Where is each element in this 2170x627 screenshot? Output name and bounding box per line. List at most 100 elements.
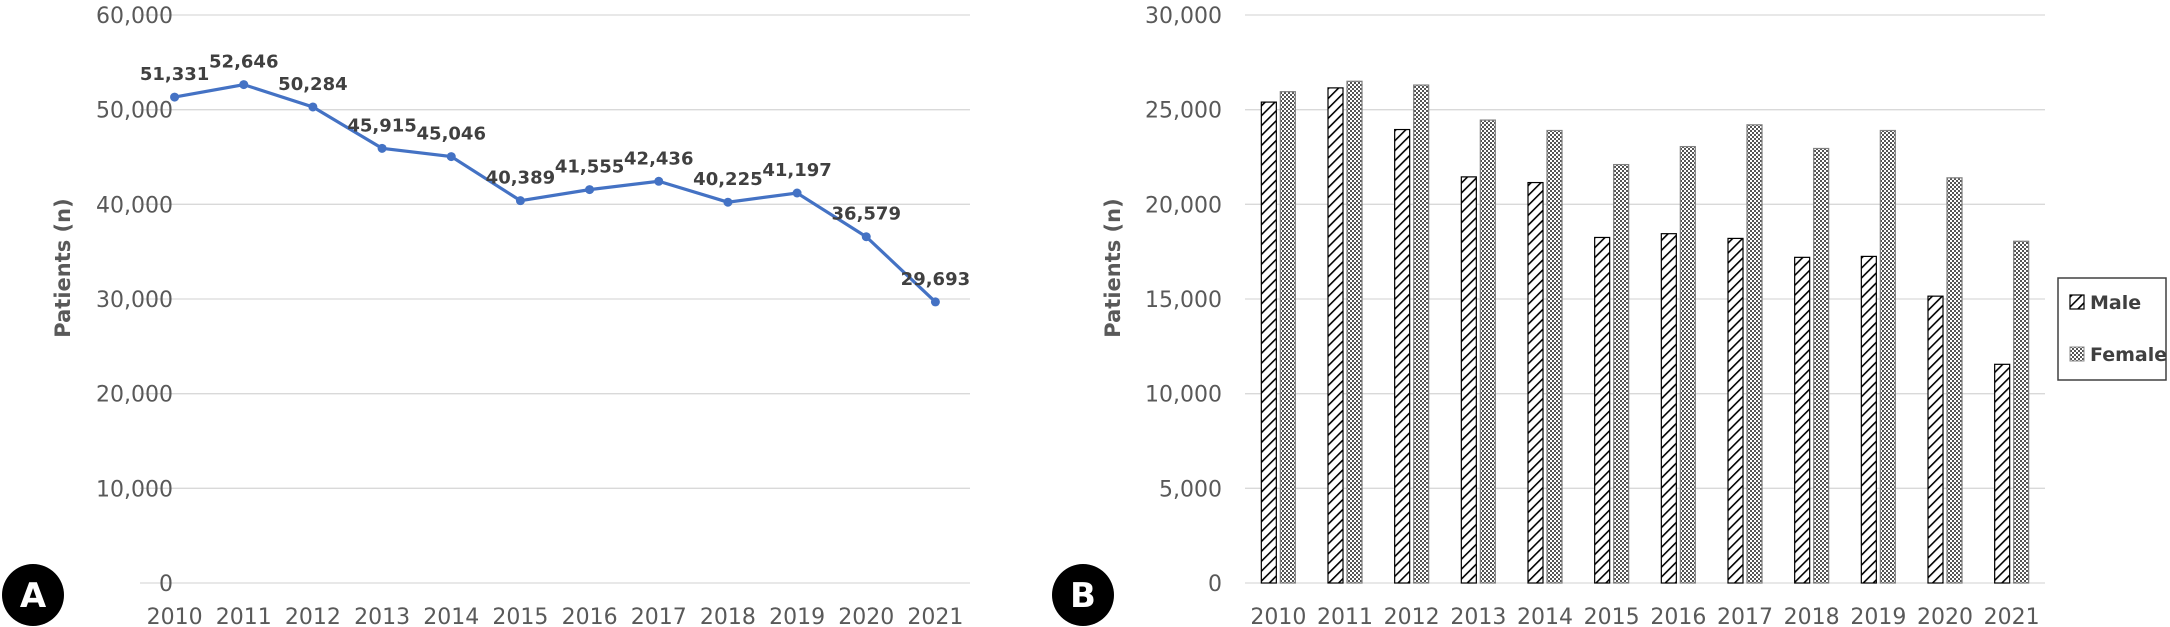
patients-line-series (174, 82, 937, 304)
legend-swatch-male (2069, 294, 2085, 310)
a-data-label: 41,555 (555, 157, 624, 178)
bar-female (1679, 145, 1696, 584)
legend-swatch-female (2069, 346, 2085, 362)
a-x-tick-label: 2014 (423, 605, 479, 627)
bar-female (1413, 84, 1430, 584)
bar-female (1479, 119, 1496, 584)
a-y-tick-labels: 0 10,000 20,000 30,000 40,000 50,000 60,000 (96, 4, 173, 597)
bar-female (1279, 91, 1296, 584)
bar-male (1994, 363, 2011, 584)
a-data-point (654, 176, 664, 186)
a-data-point (792, 188, 802, 198)
panel-letter-b: B (1070, 576, 1096, 616)
bar-female (1879, 129, 1896, 584)
a-data-points (170, 80, 940, 307)
a-y-tick-label: 60,000 (96, 4, 173, 29)
panel-badge-a: A (2, 564, 64, 626)
b-x-tick-label: 2019 (1850, 605, 1906, 627)
panel-letter-a: A (20, 576, 47, 616)
b-x-tick-label: 2011 (1317, 605, 1373, 627)
bar-male (1327, 87, 1344, 584)
bar-male (1727, 237, 1744, 584)
a-x-tick-label: 2021 (907, 605, 963, 627)
b-x-tick-label: 2020 (1917, 605, 1973, 627)
b-x-tick-labels: 2010 2011 2012 2013 2014 2015 2016 2017 2018 2019… (1250, 605, 2039, 627)
b-y-tick-label: 15,000 (1145, 288, 1222, 313)
a-y-tick-label: 40,000 (96, 193, 173, 218)
a-data-label: 40,389 (486, 168, 555, 189)
bar-male (1260, 101, 1277, 584)
a-data-point (239, 80, 249, 90)
b-x-tick-label: 2017 (1717, 605, 1773, 627)
a-y-tick-label: 0 (159, 572, 173, 597)
badge-circle-b (1052, 564, 1114, 626)
bar-male (1794, 256, 1811, 584)
a-x-tick-label: 2011 (216, 605, 272, 627)
bar-male (1394, 128, 1411, 584)
b-x-tick-label: 2021 (1984, 605, 2040, 627)
b-y-tick-label: 20,000 (1145, 193, 1222, 218)
a-x-tick-label: 2019 (769, 605, 825, 627)
bar-female (1546, 129, 1563, 584)
a-data-label: 45,046 (417, 124, 486, 145)
b-y-tick-label: 5,000 (1159, 477, 1222, 502)
bar-male (1594, 236, 1611, 584)
b-y-axis-title: Patients (n) (1101, 198, 1125, 337)
bar-male (1660, 233, 1677, 584)
b-y-tick-labels: 0 5,000 10,000 15,000 20,000 25,000 30,000 (1145, 4, 1222, 597)
a-x-tick-label: 2012 (285, 605, 341, 627)
b-y-tick-label: 25,000 (1145, 99, 1222, 124)
a-y-axis-title: Patients (n) (51, 198, 75, 337)
b-y-tick-label: 10,000 (1145, 383, 1222, 408)
bar-male (1927, 295, 1944, 584)
bar-male (1860, 255, 1877, 584)
bar-female (2013, 240, 2030, 584)
b-gridlines (1245, 14, 2045, 584)
a-x-tick-label: 2017 (631, 605, 687, 627)
a-y-tick-label: 50,000 (96, 99, 173, 124)
a-y-tick-label: 30,000 (96, 288, 173, 313)
a-x-tick-label: 2015 (492, 605, 548, 627)
line-chart-panel: 0 10,000 20,000 30,000 40,000 50,000 60,000 20… (51, 4, 970, 627)
b-x-tick-label: 2016 (1650, 605, 1706, 627)
a-data-point (861, 232, 871, 242)
b-x-tick-label: 2012 (1384, 605, 1440, 627)
a-x-tick-label: 2020 (838, 605, 894, 627)
legend-label-female: Female (2090, 344, 2167, 366)
bar-female (1346, 80, 1363, 584)
b-bars (1260, 80, 2030, 584)
a-data-label: 40,225 (693, 169, 762, 190)
bar-male (1460, 176, 1477, 584)
bar-female (1946, 177, 1963, 584)
a-x-tick-label: 2016 (562, 605, 618, 627)
a-data-point (585, 185, 595, 195)
a-y-tick-label: 20,000 (96, 383, 173, 408)
bar-female (1746, 124, 1763, 584)
b-x-tick-label: 2014 (1517, 605, 1573, 627)
badge-circle-a (2, 564, 64, 626)
a-data-label: 50,284 (278, 74, 347, 95)
b-y-tick-label: 0 (1208, 572, 1222, 597)
a-data-label: 52,646 (209, 52, 278, 73)
a-data-label: 36,579 (832, 204, 901, 225)
a-data-point (446, 152, 456, 162)
a-x-tick-label: 2013 (354, 605, 410, 627)
bar-chart-panel: 0 5,000 10,000 15,000 20,000 25,000 30,000 201… (1101, 4, 2045, 627)
bar-male (1527, 181, 1544, 584)
a-data-point (723, 197, 733, 207)
b-x-tick-label: 2018 (1784, 605, 1840, 627)
bar-female (1813, 147, 1830, 584)
b-y-tick-label: 30,000 (1145, 4, 1222, 29)
b-x-tick-label: 2015 (1584, 605, 1640, 627)
a-data-point (308, 102, 318, 112)
a-x-tick-label: 2010 (147, 605, 203, 627)
legend-box (2057, 277, 2167, 381)
a-data-label: 29,693 (901, 269, 970, 290)
a-data-point (515, 196, 525, 206)
a-x-tick-label: 2018 (700, 605, 756, 627)
a-data-label: 51,331 (140, 64, 209, 85)
legend-label-male: Male (2090, 292, 2141, 314)
a-y-tick-label: 10,000 (96, 477, 173, 502)
